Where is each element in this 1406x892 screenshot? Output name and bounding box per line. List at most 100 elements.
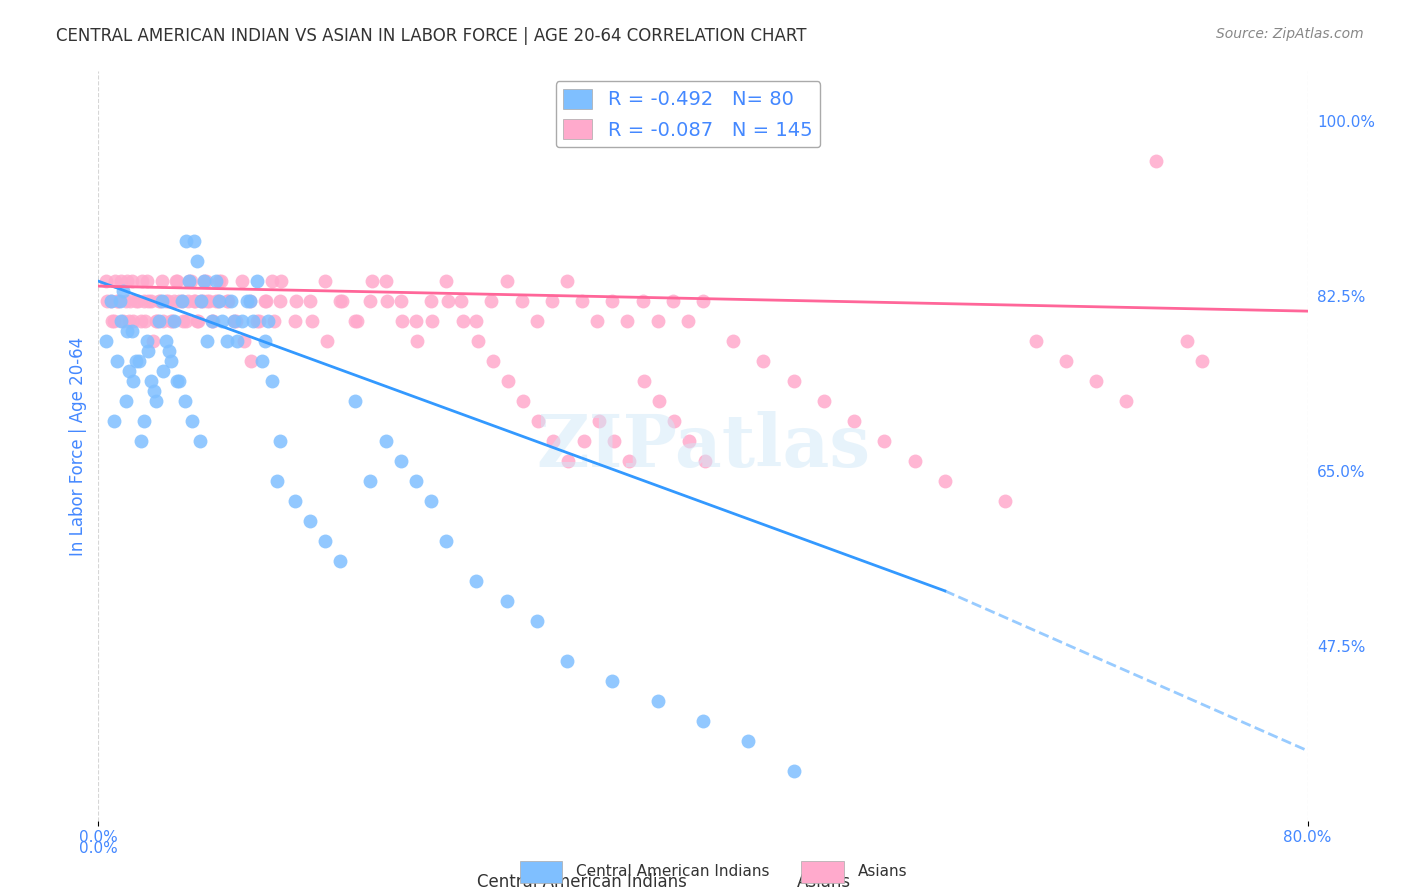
Point xyxy=(165,274,187,288)
Point xyxy=(661,294,683,309)
Point xyxy=(737,733,759,747)
Point xyxy=(215,334,238,348)
Point xyxy=(150,294,173,309)
Point xyxy=(467,334,489,348)
Point xyxy=(231,314,253,328)
Point xyxy=(205,294,228,309)
Point xyxy=(221,294,243,309)
Point xyxy=(253,294,276,309)
Point xyxy=(180,274,202,288)
Point xyxy=(205,274,228,288)
Point xyxy=(120,294,142,309)
Point xyxy=(103,314,125,328)
Point xyxy=(145,314,167,328)
Text: ZIPatlas: ZIPatlas xyxy=(536,410,870,482)
Point xyxy=(195,294,218,309)
Point xyxy=(103,414,125,428)
Point xyxy=(360,294,382,309)
Point xyxy=(152,314,174,328)
Point xyxy=(315,334,337,348)
Legend: R = -0.492   N= 80, R = -0.087   N = 145: R = -0.492 N= 80, R = -0.087 N = 145 xyxy=(555,81,821,147)
Point xyxy=(207,294,229,309)
Point xyxy=(104,274,127,288)
Point xyxy=(211,314,233,328)
Point xyxy=(633,374,655,388)
Point xyxy=(496,374,519,388)
Point xyxy=(374,434,396,448)
Point xyxy=(131,274,153,288)
Point xyxy=(269,434,291,448)
Point xyxy=(647,694,669,708)
Point xyxy=(135,334,157,348)
Point xyxy=(676,314,699,328)
Point xyxy=(422,314,444,328)
Point xyxy=(555,274,578,288)
Point xyxy=(1054,354,1077,368)
Point xyxy=(186,314,208,328)
Point xyxy=(1144,154,1167,169)
Point xyxy=(114,394,136,409)
Point xyxy=(512,394,534,409)
Point xyxy=(122,374,145,388)
Point xyxy=(174,314,197,328)
Point xyxy=(405,314,427,328)
Point xyxy=(647,314,669,328)
Point xyxy=(225,314,247,328)
Point xyxy=(451,314,474,328)
Point xyxy=(284,494,307,508)
Point xyxy=(155,334,177,348)
Point xyxy=(555,654,578,668)
Point xyxy=(602,294,624,309)
Text: Central American Indians: Central American Indians xyxy=(477,873,688,891)
Point xyxy=(111,314,134,328)
Point xyxy=(375,294,398,309)
Point xyxy=(129,314,152,328)
Point xyxy=(346,314,368,328)
Point xyxy=(110,274,132,288)
Point xyxy=(420,294,443,309)
Point xyxy=(434,533,457,548)
Point xyxy=(510,294,533,309)
Point xyxy=(141,374,163,388)
Point xyxy=(121,324,143,338)
Point xyxy=(145,394,167,409)
Point xyxy=(543,434,565,448)
Point xyxy=(224,314,246,328)
Point xyxy=(783,374,806,388)
Point xyxy=(314,274,336,288)
Point xyxy=(166,274,188,288)
Point xyxy=(149,294,172,309)
Point xyxy=(128,354,150,368)
Point xyxy=(1085,374,1108,388)
Point xyxy=(465,574,488,588)
Point xyxy=(215,294,238,309)
Point xyxy=(389,454,412,468)
Point xyxy=(648,394,671,409)
Point xyxy=(191,294,214,309)
Point xyxy=(100,294,122,309)
Point xyxy=(231,274,253,288)
Point xyxy=(664,414,686,428)
Point xyxy=(693,454,716,468)
Point xyxy=(465,314,488,328)
Point xyxy=(173,394,195,409)
Point xyxy=(114,294,136,309)
Point xyxy=(344,314,367,328)
Text: Asians: Asians xyxy=(858,864,907,879)
Point xyxy=(678,434,700,448)
Point xyxy=(239,294,262,309)
Point xyxy=(253,334,276,348)
Point xyxy=(134,314,156,328)
Point xyxy=(752,354,775,368)
Point xyxy=(107,294,129,309)
Point xyxy=(101,314,124,328)
Point xyxy=(132,294,155,309)
Point xyxy=(262,274,284,288)
Point xyxy=(141,294,163,309)
Point xyxy=(602,673,624,688)
Point xyxy=(617,454,640,468)
Point xyxy=(94,274,117,288)
Point xyxy=(631,294,654,309)
Point xyxy=(208,274,231,288)
Point xyxy=(136,294,159,309)
